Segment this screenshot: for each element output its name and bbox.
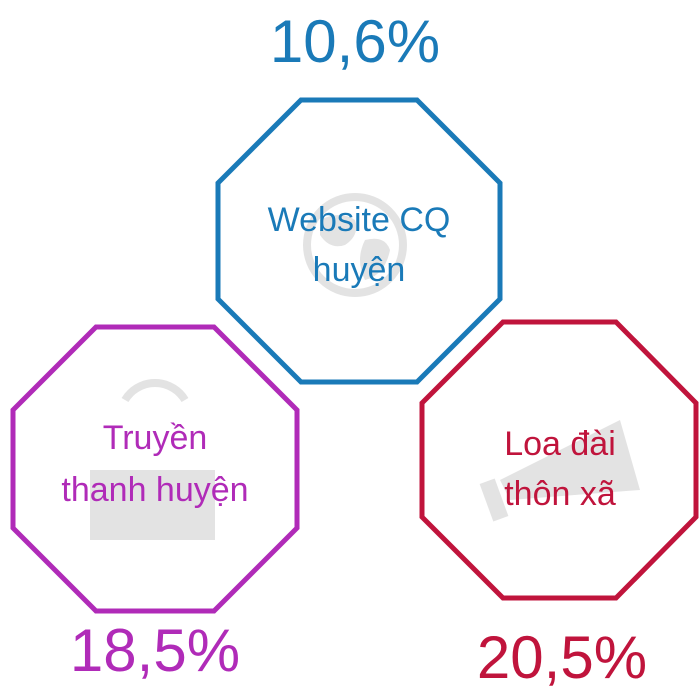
label: Website CQ	[268, 201, 451, 239]
label: Loa đài	[504, 425, 616, 463]
globe-icon	[303, 193, 407, 297]
percentage: 18,5%	[70, 617, 240, 684]
percentage: 20,5%	[477, 624, 647, 691]
radio-icon	[90, 379, 215, 540]
octagon	[215, 97, 503, 385]
label: thôn xã	[504, 475, 616, 513]
label: Truyền	[103, 419, 208, 457]
percentage: 10,6%	[270, 8, 440, 75]
megaphone-icon	[479, 420, 640, 522]
label: huyện	[313, 251, 406, 289]
label: thanh huyện	[61, 471, 248, 509]
octagon	[419, 319, 699, 601]
octagon	[10, 324, 300, 614]
